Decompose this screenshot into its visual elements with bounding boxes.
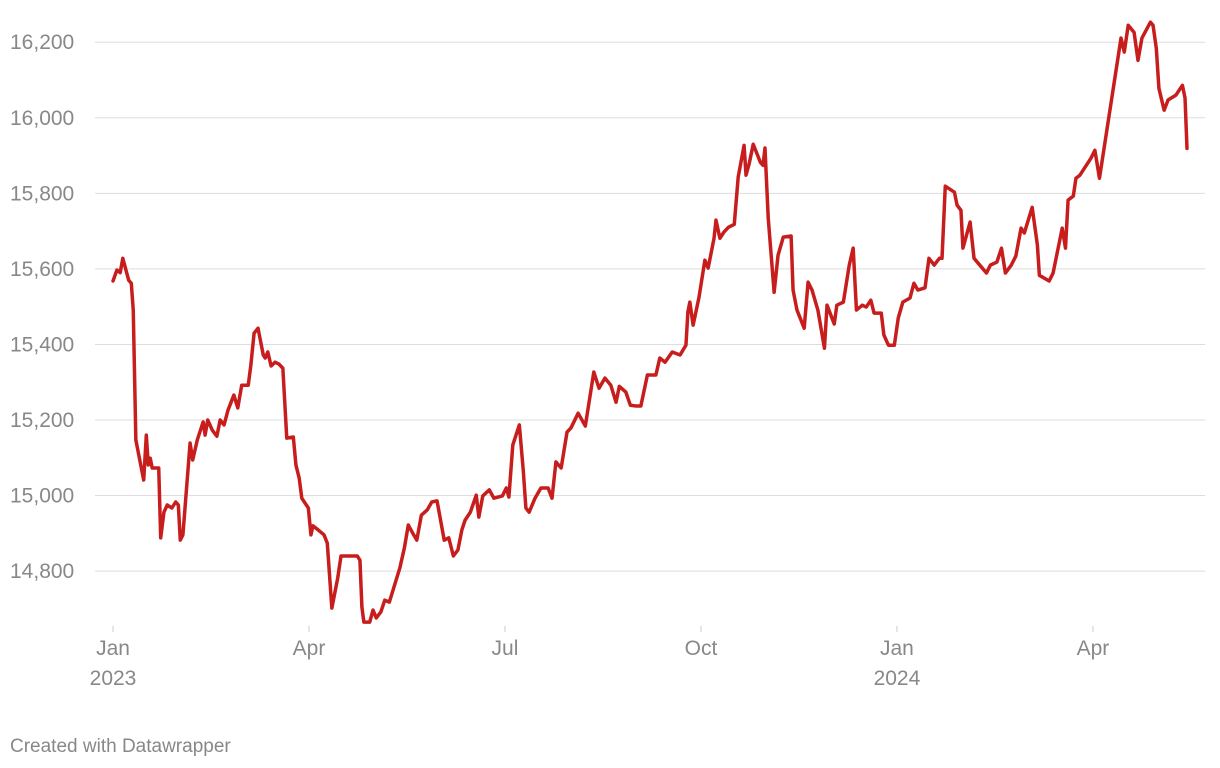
- x-tick-label: Jan 2023: [90, 637, 137, 690]
- x-tick-label: Jan 2024: [874, 637, 921, 690]
- y-tick-label: 15,200: [10, 409, 74, 432]
- y-tick-label: 16,200: [10, 31, 74, 54]
- x-tick-label: Oct: [685, 637, 718, 660]
- line: [111, 20, 1189, 624]
- x-tick-label: Apr: [293, 637, 326, 660]
- y-tick-label: 16,000: [10, 107, 74, 130]
- y-tick-label: 14,800: [10, 560, 74, 583]
- footer: Created with Datawrapper: [10, 736, 231, 757]
- y-tick-label: 15,800: [10, 182, 74, 205]
- x-tick-label: Apr: [1077, 637, 1110, 660]
- y-tick-label: 15,400: [10, 333, 74, 356]
- y-tick-label: 15,600: [10, 258, 74, 281]
- x-tick-label: Jul: [492, 637, 519, 660]
- y-tick-label: 15,000: [10, 485, 74, 508]
